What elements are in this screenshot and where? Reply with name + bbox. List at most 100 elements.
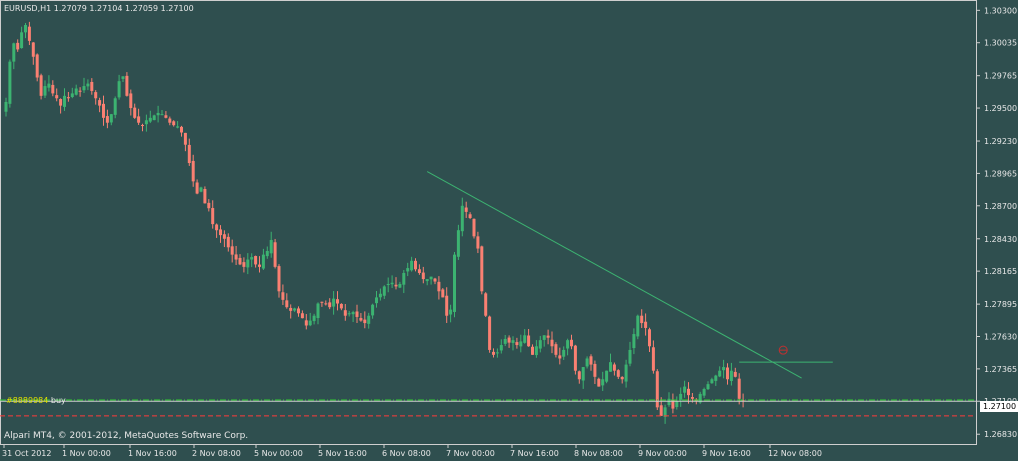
bear-candle	[226, 236, 230, 248]
price-tick-label: 1.30300	[984, 6, 1017, 15]
bull-candle	[702, 389, 706, 396]
bear-candle	[597, 378, 601, 387]
bull-candle	[722, 367, 726, 371]
bear-candle	[39, 75, 43, 96]
bear-candle	[527, 335, 531, 347]
plot-border	[0, 0, 977, 445]
bull-candle	[261, 254, 265, 269]
bull-candle	[117, 81, 121, 98]
bull-candle	[402, 272, 406, 285]
bear-candle	[281, 292, 285, 300]
bull-candle	[706, 384, 710, 390]
bear-candle	[726, 367, 729, 380]
bear-candle	[172, 121, 176, 126]
bull-candle	[121, 76, 125, 79]
bear-candle	[554, 344, 558, 355]
bear-candle	[102, 103, 105, 118]
symbol-header: EURUSD,H1 1.27079 1.27104 1.27059 1.2710…	[4, 4, 194, 13]
bear-candle	[328, 302, 332, 308]
bull-candle	[523, 335, 527, 343]
bear-candle	[242, 262, 246, 267]
time-tick-label: 9 Nov 16:00	[702, 449, 751, 458]
price-tick-label: 1.26830	[984, 430, 1017, 439]
bear-candle	[203, 188, 207, 204]
time-tick-label: 12 Nov 08:00	[768, 449, 822, 458]
order-label[interactable]: #8889984 buy	[6, 396, 66, 405]
bull-candle	[495, 352, 499, 354]
time-tick-label: 7 Nov 00:00	[446, 449, 495, 458]
price-tick-label: 1.27365	[984, 365, 1017, 374]
bear-candle	[464, 207, 468, 212]
bear-candle	[355, 311, 359, 317]
bear-candle	[546, 335, 550, 338]
bear-candle	[222, 234, 226, 239]
bull-candle	[410, 260, 414, 271]
axis: 1.30300 1.30035 1.29765 1.29500 1.29230 1.289…	[2, 6, 1017, 458]
bull-candle	[293, 308, 297, 311]
bull-candle	[667, 398, 671, 405]
bear-candle	[492, 351, 495, 355]
bear-candle	[394, 284, 398, 287]
bear-candle	[285, 300, 289, 308]
bull-candle	[378, 293, 382, 298]
bull-candle	[566, 340, 570, 349]
bear-candle	[659, 405, 663, 416]
bull-candle	[499, 345, 503, 351]
bear-candle	[35, 54, 39, 78]
bear-candle	[437, 281, 441, 292]
time-tick-label: 9 Nov 00:00	[638, 449, 687, 458]
bull-candle	[632, 334, 636, 349]
bear-candle	[648, 329, 651, 347]
price-tick-label: 1.30035	[984, 39, 1017, 48]
bull-candle	[86, 83, 90, 87]
bear-candle	[254, 256, 258, 265]
price-tick-label: 1.28700	[984, 202, 1017, 211]
bull-candle	[8, 61, 12, 104]
bull-candle	[312, 315, 316, 322]
bear-candle	[339, 303, 343, 309]
bear-candle	[640, 315, 644, 324]
price-tick-label: 1.29500	[984, 104, 1017, 113]
bear-candle	[320, 301, 324, 303]
price-tick-label: 1.27630	[984, 332, 1017, 341]
bear-candle	[441, 289, 445, 298]
bear-candle	[78, 90, 82, 92]
bull-candle	[511, 340, 515, 343]
bull-candle	[585, 358, 589, 367]
bear-candle	[300, 313, 304, 319]
bull-candle	[375, 297, 378, 304]
bull-candle	[308, 320, 312, 326]
price-tick-label: 1.28965	[984, 169, 1017, 178]
bear-candle	[66, 97, 70, 99]
bear-candle	[180, 126, 183, 133]
bear-candle	[445, 295, 449, 316]
bull-candle	[351, 312, 355, 315]
bull-candle	[347, 313, 351, 315]
bull-candle	[519, 341, 523, 347]
bull-candle	[367, 315, 371, 324]
bear-candle	[515, 342, 519, 346]
bull-candle	[675, 401, 679, 408]
bear-candle	[488, 316, 492, 350]
bear-candle	[616, 370, 620, 377]
bull-candle	[12, 43, 16, 62]
bear-candle	[468, 214, 472, 219]
bull-candle	[250, 257, 254, 260]
bear-candle	[98, 100, 102, 106]
bear-candle	[507, 337, 511, 343]
bull-candle	[398, 283, 402, 288]
bear-candle	[690, 397, 694, 399]
bear-candle	[59, 99, 63, 106]
bear-candle	[258, 264, 261, 267]
bear-candle	[31, 42, 35, 57]
bull-candle	[70, 93, 74, 98]
price-tick-label: 1.27895	[984, 300, 1017, 309]
chart-frame	[0, 0, 977, 445]
bull-candle	[429, 276, 433, 280]
time-tick-label: 5 Nov 00:00	[254, 449, 303, 458]
time-tick-label: 6 Nov 08:00	[382, 449, 431, 458]
bear-candle	[577, 371, 581, 380]
bear-candle	[414, 260, 417, 270]
